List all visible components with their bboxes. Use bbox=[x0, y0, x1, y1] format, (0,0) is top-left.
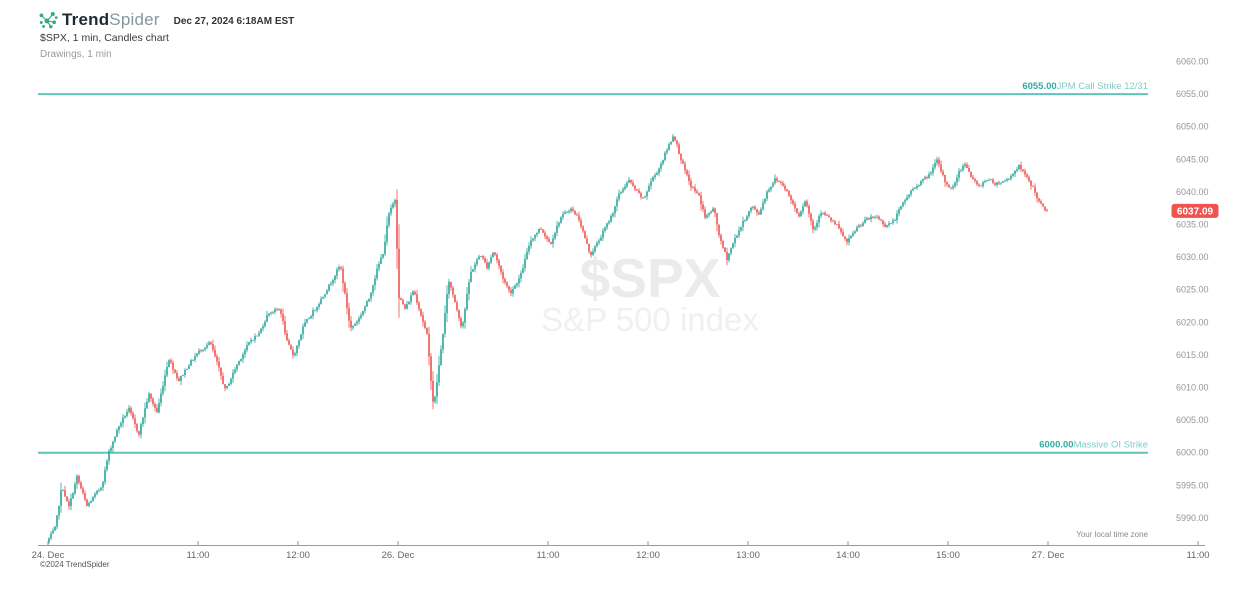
svg-text:27. Dec: 27. Dec bbox=[1032, 550, 1065, 561]
symbol-summary: $SPX, 1 min, Candles chart bbox=[40, 32, 169, 44]
svg-text:14:00: 14:00 bbox=[836, 550, 860, 561]
svg-text:6035.00: 6035.00 bbox=[1176, 220, 1209, 230]
svg-text:5990.00: 5990.00 bbox=[1176, 513, 1209, 523]
last-price-badge: 6037.09 bbox=[1171, 203, 1219, 218]
y-axis: 6060.00 6055.00 6050.00 6045.00 6040.00 6035.… bbox=[1176, 57, 1209, 523]
svg-text:12:00: 12:00 bbox=[636, 550, 660, 561]
brand-name-light: Spider bbox=[109, 10, 160, 29]
svg-text:6020.00: 6020.00 bbox=[1176, 317, 1209, 327]
timezone-note: Your local time zone bbox=[1076, 530, 1148, 539]
header: TrendSpider Dec 27, 2024 6:18AM EST bbox=[38, 8, 294, 32]
svg-text:6055.00JPM Call Strike 12/31: 6055.00JPM Call Strike 12/31 bbox=[1022, 81, 1148, 92]
svg-text:6030.00: 6030.00 bbox=[1176, 252, 1209, 262]
svg-text:6050.00: 6050.00 bbox=[1176, 122, 1209, 132]
svg-text:6010.00: 6010.00 bbox=[1176, 383, 1209, 393]
svg-text:11:00: 11:00 bbox=[186, 550, 209, 561]
svg-text:$SPX: $SPX bbox=[580, 247, 721, 309]
svg-text:5995.00: 5995.00 bbox=[1176, 480, 1209, 490]
trendspider-logo-icon bbox=[38, 10, 58, 30]
drawing-line-jpm-call-strike-12-31[interactable]: 6055.00JPM Call Strike 12/31 bbox=[38, 81, 1148, 96]
drawings-summary: Drawings, 1 min bbox=[40, 49, 112, 60]
svg-text:11:00: 11:00 bbox=[536, 550, 559, 561]
svg-text:26. Dec: 26. Dec bbox=[382, 550, 415, 561]
candles bbox=[48, 134, 1048, 544]
svg-text:11:00: 11:00 bbox=[1186, 550, 1209, 561]
brand-name: TrendSpider bbox=[62, 10, 160, 30]
svg-text:6037.09: 6037.09 bbox=[1177, 206, 1214, 217]
x-axis: 24. Dec 11:00 12:00 26. Dec 11:00 12:00 13:00 1… bbox=[32, 541, 1210, 561]
svg-text:12:00: 12:00 bbox=[286, 550, 310, 561]
svg-text:15:00: 15:00 bbox=[936, 550, 960, 561]
copyright: ©2024 TrendSpider bbox=[40, 560, 110, 569]
svg-text:6015.00: 6015.00 bbox=[1176, 350, 1209, 360]
svg-text:6040.00: 6040.00 bbox=[1176, 187, 1209, 197]
svg-text:6045.00: 6045.00 bbox=[1176, 154, 1209, 164]
svg-text:13:00: 13:00 bbox=[736, 550, 760, 561]
svg-text:6000.00: 6000.00 bbox=[1176, 448, 1209, 458]
svg-text:24. Dec: 24. Dec bbox=[32, 550, 65, 561]
svg-text:S&P 500 index: S&P 500 index bbox=[541, 301, 759, 338]
drawing-line-massive-oi-strike[interactable]: 6000.00Massive OI Strike bbox=[38, 440, 1148, 454]
svg-text:6025.00: 6025.00 bbox=[1176, 285, 1209, 295]
svg-text:6000.00Massive OI Strike: 6000.00Massive OI Strike bbox=[1039, 440, 1148, 451]
svg-text:6060.00: 6060.00 bbox=[1176, 57, 1209, 67]
chart-timestamp: Dec 27, 2024 6:18AM EST bbox=[173, 15, 295, 27]
brand-name-bold: Trend bbox=[62, 10, 110, 29]
svg-text:6055.00: 6055.00 bbox=[1176, 89, 1209, 99]
svg-text:6005.00: 6005.00 bbox=[1176, 415, 1209, 425]
